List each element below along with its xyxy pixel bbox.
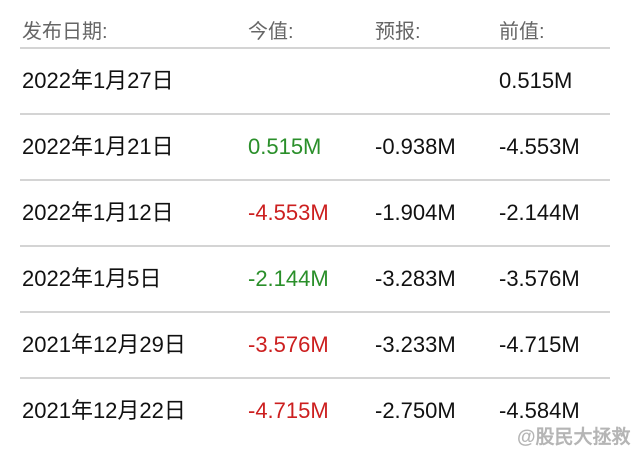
cell-actual: -4.715M bbox=[248, 398, 329, 423]
table-row: 2022年1月12日 -4.553M -1.904M -2.144M bbox=[0, 180, 640, 246]
table-row: 2022年1月27日 0.515M bbox=[0, 48, 640, 114]
cell-forecast: -3.283M bbox=[375, 266, 456, 291]
cell-forecast: -0.938M bbox=[375, 134, 456, 159]
divider bbox=[20, 113, 610, 115]
cell-previous: -3.576M bbox=[499, 266, 580, 291]
cell-previous: -2.144M bbox=[499, 200, 580, 225]
cell-date: 2021年12月22日 bbox=[22, 398, 186, 423]
cell-date: 2022年1月27日 bbox=[22, 68, 174, 93]
cell-date: 2021年12月29日 bbox=[22, 332, 186, 357]
table-row: 2021年12月22日 -4.715M -2.750M -4.584M bbox=[0, 378, 640, 444]
divider bbox=[20, 377, 610, 379]
header-date: 发布日期: bbox=[22, 21, 108, 43]
cell-forecast: -2.750M bbox=[375, 398, 456, 423]
watermark: @股民大拯救 bbox=[517, 427, 631, 448]
cell-previous: -4.553M bbox=[499, 134, 580, 159]
cell-forecast: -1.904M bbox=[375, 200, 456, 225]
header-forecast: 预报: bbox=[375, 21, 421, 43]
table-row: 2022年1月21日 0.515M -0.938M -4.553M bbox=[0, 114, 640, 180]
divider bbox=[20, 179, 610, 181]
table-header: 发布日期: 今值: 预报: 前值: bbox=[0, 0, 640, 48]
divider bbox=[20, 47, 610, 49]
cell-previous: 0.515M bbox=[499, 68, 573, 93]
header-previous: 前值: bbox=[499, 21, 545, 43]
divider bbox=[20, 245, 610, 247]
cell-actual: -2.144M bbox=[248, 266, 329, 291]
divider bbox=[20, 311, 610, 313]
cell-actual: -3.576M bbox=[248, 332, 329, 357]
cell-date: 2022年1月21日 bbox=[22, 134, 174, 159]
cell-date: 2022年1月12日 bbox=[22, 200, 174, 225]
cell-forecast: -3.233M bbox=[375, 332, 456, 357]
header-actual: 今值: bbox=[248, 21, 294, 43]
cell-date: 2022年1月5日 bbox=[22, 266, 162, 291]
cell-actual: -4.553M bbox=[248, 200, 329, 225]
table-row: 2021年12月29日 -3.576M -3.233M -4.715M bbox=[0, 312, 640, 378]
cell-actual: 0.515M bbox=[248, 134, 322, 159]
cell-previous: -4.584M bbox=[499, 398, 580, 423]
cell-previous: -4.715M bbox=[499, 332, 580, 357]
table-row: 2022年1月5日 -2.144M -3.283M -3.576M bbox=[0, 246, 640, 312]
